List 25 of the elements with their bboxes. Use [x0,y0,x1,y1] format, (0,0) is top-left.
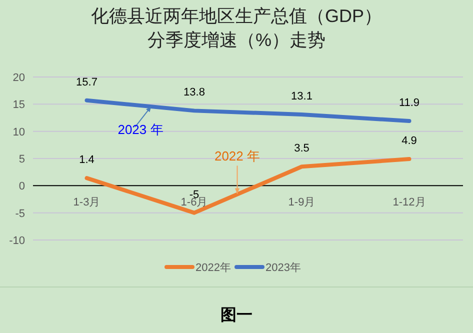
y-tick-label: -5 [15,208,25,220]
data-label: 1.4 [79,154,94,166]
data-label: 11.9 [398,97,420,110]
annotation: 2023 年 [118,122,164,138]
data-label: 4.9 [402,135,417,148]
y-tick-label: 0 [18,180,25,193]
annotation: 2022 年 [214,148,260,164]
data-label: 15.7 [76,76,98,88]
x-tick-label: 1-9月 [288,196,316,209]
y-tick-label: 5 [18,154,25,166]
data-label: 13.1 [291,90,312,102]
chart-title: 化德县近两年地区生产总值（GDP） [90,6,382,26]
y-tick-label: 20 [12,72,25,84]
y-tick-label: -10 [9,235,25,247]
data-label: 3.5 [294,142,310,155]
x-tick-label: 1-12月 [392,196,426,209]
y-tick-label: 15 [12,99,25,112]
legend-label: 2022年 [196,262,231,274]
y-tick-label: 10 [12,126,25,138]
text: 图一 [220,307,252,324]
data-label: 13.8 [184,86,205,99]
legend-label: 2023年 [266,262,301,274]
x-tick-label: 1-6月 [180,196,208,209]
x-tick-label: 1-3月 [73,196,100,209]
chart-subtitle: 分季度增速（%）走势 [147,30,326,50]
